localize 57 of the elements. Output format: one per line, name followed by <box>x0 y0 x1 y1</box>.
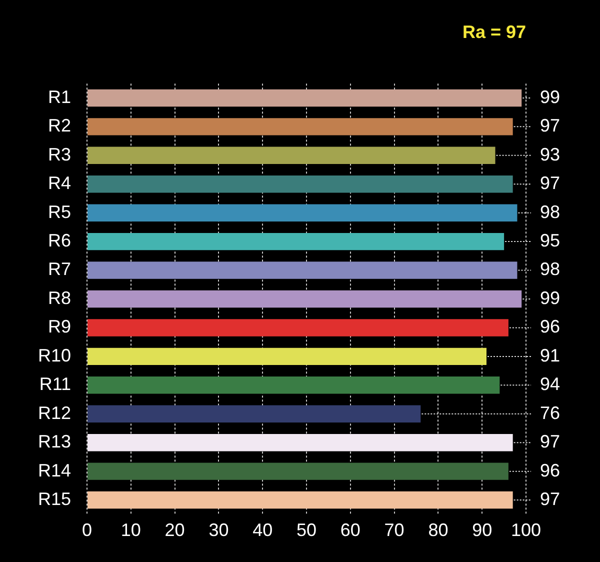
y-tick-label: R11 <box>39 374 72 394</box>
data-label: 98 <box>540 202 560 222</box>
data-label: 94 <box>540 374 560 394</box>
bar <box>88 146 496 164</box>
x-tick-label: 50 <box>296 520 317 540</box>
data-label: 99 <box>540 86 560 107</box>
bar <box>88 491 513 509</box>
data-label: 97 <box>540 489 560 510</box>
x-tick-label: 100 <box>510 520 542 540</box>
bar <box>88 462 508 480</box>
x-tick-label: 30 <box>208 520 229 540</box>
data-label: 98 <box>540 259 560 280</box>
y-tick-label: R1 <box>48 86 72 107</box>
y-tick-label: R8 <box>48 288 72 308</box>
x-tick-label: 60 <box>340 520 360 540</box>
bar <box>88 405 421 422</box>
bar <box>88 376 500 394</box>
y-tick-label: R12 <box>38 402 72 423</box>
bar <box>88 204 518 222</box>
bar <box>88 319 508 336</box>
x-tick-label: 20 <box>164 520 185 540</box>
y-tick-label: R3 <box>48 144 72 164</box>
y-tick-label: R9 <box>48 316 72 337</box>
y-tick-label: R4 <box>48 173 72 194</box>
data-label: 95 <box>540 230 560 251</box>
data-label: 97 <box>540 432 560 452</box>
bar <box>88 290 522 308</box>
chart-title: Ra = 97 <box>462 22 526 42</box>
data-label: 97 <box>540 116 560 136</box>
bar <box>88 176 513 193</box>
x-tick-label: 40 <box>252 520 273 540</box>
bar <box>88 118 513 136</box>
data-label: 99 <box>540 288 560 308</box>
y-tick-label: R5 <box>48 202 72 222</box>
y-tick-label: R13 <box>38 432 72 452</box>
y-tick-label: R6 <box>48 230 72 251</box>
bar <box>88 434 513 452</box>
x-tick-label: 0 <box>82 520 92 540</box>
data-label: 91 <box>540 345 560 366</box>
bar <box>88 262 518 279</box>
bar <box>88 348 486 366</box>
data-label: 96 <box>540 460 560 480</box>
y-tick-label: R15 <box>38 489 72 510</box>
data-label: 93 <box>540 144 560 164</box>
y-tick-label: R7 <box>48 259 72 280</box>
data-label: 76 <box>540 402 560 423</box>
x-tick-label: 80 <box>428 520 448 540</box>
x-tick-label: 10 <box>120 520 141 540</box>
y-tick-label: R10 <box>38 345 72 366</box>
x-tick-label: 90 <box>472 520 492 540</box>
bar <box>88 232 504 250</box>
data-label: 97 <box>540 173 560 194</box>
x-tick-label: 70 <box>384 520 404 540</box>
y-tick-label: R14 <box>38 460 72 480</box>
bar <box>88 89 522 107</box>
data-label: 96 <box>540 316 560 337</box>
y-tick-label: R2 <box>48 116 72 136</box>
